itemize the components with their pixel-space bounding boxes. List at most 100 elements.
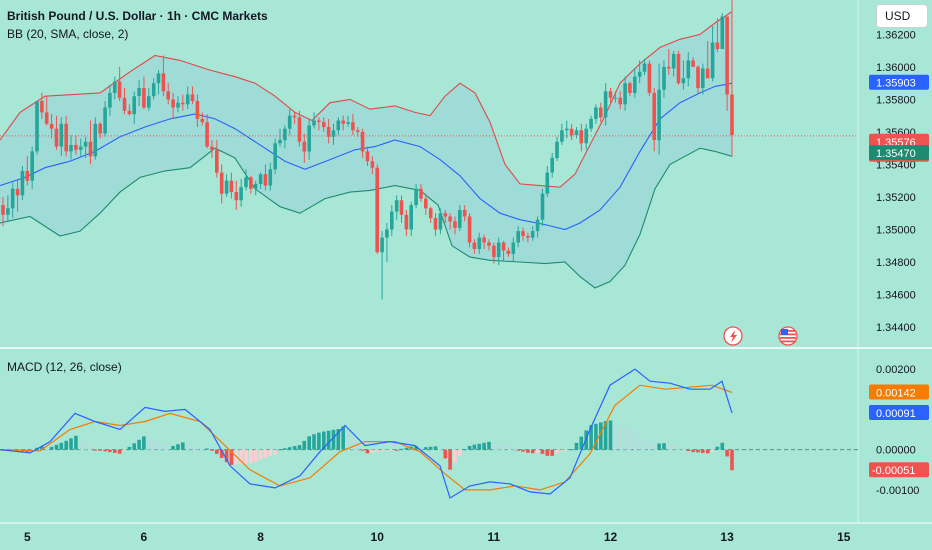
- macd-histogram-bar: [691, 449, 695, 452]
- candle-body: [584, 128, 588, 144]
- candle-body: [404, 214, 409, 230]
- macd-histogram-bar: [93, 449, 98, 451]
- candle-body: [166, 91, 170, 100]
- macd-histogram-bar: [448, 449, 452, 470]
- candle-body: [667, 66, 671, 69]
- macd-histogram-bar: [185, 443, 190, 450]
- earnings-lightning-icon[interactable]: [723, 326, 743, 346]
- candle-body: [79, 146, 83, 150]
- macd-histogram-bar: [599, 422, 603, 450]
- candle-body: [618, 97, 622, 105]
- macd-histogram-bar: [453, 449, 457, 463]
- macd-indicator-label[interactable]: MACD (12, 26, close): [7, 360, 122, 374]
- candle-body: [35, 101, 39, 152]
- macd-histogram-bar: [530, 449, 535, 454]
- macd-histogram-bar: [492, 442, 496, 450]
- macd-histogram-bar: [574, 442, 579, 450]
- macd-histogram-bar: [292, 446, 297, 450]
- macd-histogram-bar: [540, 449, 545, 454]
- macd-histogram-bar: [322, 431, 326, 450]
- candle-body: [219, 172, 224, 194]
- candle-body: [676, 53, 681, 84]
- flag-stripe: [780, 340, 796, 343]
- candle-body: [467, 216, 472, 243]
- macd-pane: [0, 368, 858, 499]
- us-flag-icon[interactable]: [778, 326, 798, 346]
- candle-body: [623, 83, 627, 105]
- candle-body: [414, 188, 418, 206]
- macd-histogram-bar: [132, 443, 136, 450]
- macd-histogram-bar: [113, 449, 117, 453]
- macd-histogram-bar: [394, 449, 399, 451]
- candle-body: [482, 237, 486, 243]
- candle-body: [229, 180, 234, 193]
- candle-body: [278, 140, 282, 144]
- candle-body: [555, 141, 559, 158]
- macd-histogram-bar: [642, 440, 647, 450]
- candle-body: [647, 63, 652, 93]
- symbol-title[interactable]: British Pound / U.S. Dollar · 1h · CMC M…: [7, 9, 268, 23]
- macd-histogram-bar: [623, 427, 627, 450]
- macd-histogram-bar: [720, 442, 725, 450]
- macd-histogram-bar: [360, 449, 365, 451]
- candle-body: [185, 94, 190, 105]
- candle-body: [696, 66, 700, 88]
- candle-body: [370, 161, 375, 168]
- candle-body: [30, 151, 34, 181]
- macd-histogram-bar: [535, 449, 540, 453]
- candlesticks: [1, 0, 734, 300]
- macd-histogram-bar: [210, 449, 214, 451]
- macd-histogram-bar: [667, 443, 671, 450]
- candle-body: [472, 242, 477, 249]
- macd-histogram-bar: [701, 449, 705, 453]
- candle-body: [292, 115, 297, 118]
- candle-body: [496, 242, 501, 258]
- price-badge: [869, 145, 929, 161]
- candle-body: [671, 53, 676, 69]
- candle-body: [526, 236, 530, 238]
- macd-histogram-bar: [633, 429, 637, 450]
- candle-body: [253, 183, 258, 189]
- macd-histogram-bar: [419, 447, 423, 450]
- macd-tick-label: 0.00200: [876, 364, 916, 376]
- candle-body: [283, 128, 287, 141]
- macd-histogram-bar: [219, 449, 224, 458]
- macd-histogram-bar: [730, 449, 734, 471]
- macd-tick-label: 0.00000: [876, 445, 916, 457]
- candle-body: [88, 141, 93, 157]
- macd-histogram-bar: [696, 449, 700, 453]
- candle-body: [579, 130, 584, 144]
- candle-body: [608, 91, 613, 98]
- candle-body: [263, 174, 268, 186]
- candle-body: [74, 144, 78, 150]
- candle-body: [302, 141, 307, 152]
- candle-body: [215, 149, 219, 173]
- candle-body: [574, 130, 579, 136]
- macd-histogram-bar: [249, 449, 253, 464]
- candle-body: [93, 123, 98, 157]
- macd-histogram-bar: [657, 443, 661, 450]
- macd-histogram-bar: [511, 448, 516, 450]
- candle-body: [59, 123, 64, 147]
- macd-histogram-bar: [715, 446, 720, 450]
- bb-indicator-label[interactable]: BB (20, SMA, close, 2): [7, 27, 129, 41]
- macd-histogram-bar: [550, 449, 554, 456]
- candle-body: [346, 122, 350, 124]
- candle-body: [249, 177, 253, 189]
- macd-badge-label: -0.00051: [872, 465, 915, 477]
- event-markers[interactable]: [723, 326, 798, 346]
- macd-histogram-bar: [302, 440, 307, 450]
- macd-histogram-bar: [215, 449, 219, 454]
- macd-histogram-bar: [681, 449, 686, 451]
- candle-body: [20, 170, 25, 196]
- currency-button[interactable]: USD: [876, 4, 928, 28]
- macd-histogram-bar: [190, 445, 195, 450]
- price-tick-label: 1.35800: [876, 94, 916, 106]
- macd-histogram-bar: [458, 449, 462, 456]
- macd-histogram-bar: [283, 448, 287, 450]
- candle-body: [613, 97, 618, 99]
- macd-histogram-bar: [356, 443, 360, 450]
- macd-histogram-bar: [297, 445, 302, 450]
- candle-body: [521, 231, 525, 236]
